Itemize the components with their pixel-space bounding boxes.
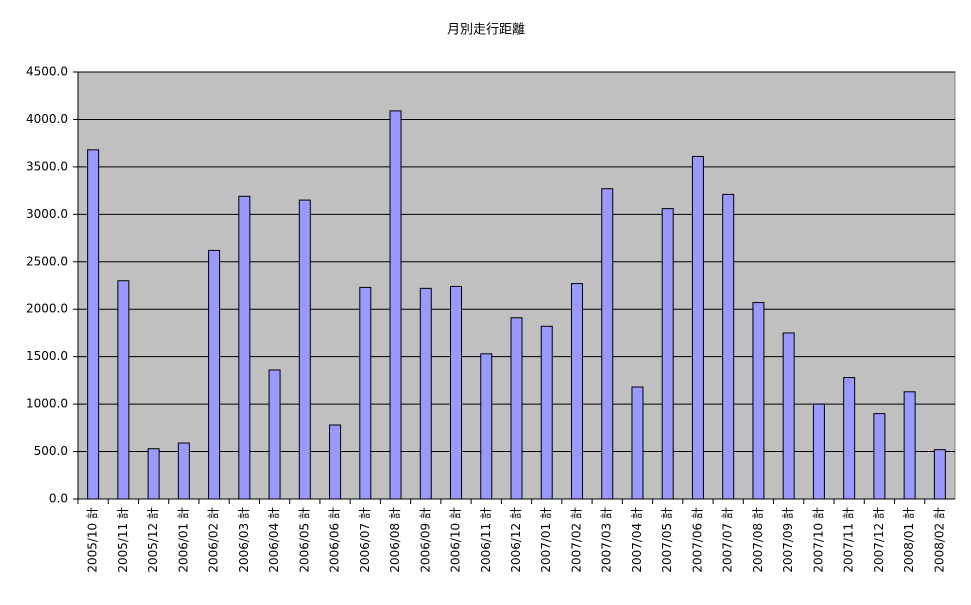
x-tick-label: 2007/11 計 [841, 507, 856, 573]
x-tick-label: 2007/12 計 [871, 507, 886, 573]
bar [298, 199, 311, 500]
y-tick-label: 500.0 [34, 444, 68, 458]
x-tick-label: 2007/04 計 [629, 507, 644, 573]
bar [177, 442, 190, 500]
bar [873, 413, 886, 500]
x-tick-label: 2007/05 計 [659, 507, 674, 573]
x-tick-label: 2006/11 計 [478, 507, 493, 573]
x-tick-label: 2007/01 計 [538, 507, 553, 573]
x-tick-label: 2006/05 計 [296, 507, 311, 573]
bar [903, 391, 916, 500]
x-tick-label: 2006/04 計 [266, 507, 281, 573]
y-tick-label: 3000.0 [26, 207, 68, 221]
x-tick-label: 2006/06 計 [327, 507, 342, 573]
bar [147, 448, 160, 500]
bar [510, 317, 523, 500]
x-tick-label: 2007/10 計 [810, 507, 825, 573]
y-tick-label: 1000.0 [26, 397, 68, 411]
x-tick-label: 2007/02 計 [568, 507, 583, 573]
bar [601, 188, 614, 500]
bar [389, 110, 402, 500]
x-tick-label: 2008/02 計 [931, 507, 946, 573]
bar [933, 449, 946, 500]
bar [359, 286, 372, 500]
x-tick-label: 2007/07 計 [720, 507, 735, 573]
x-tick-label: 2007/06 計 [689, 507, 704, 573]
x-tick-label: 2006/12 計 [508, 507, 523, 573]
x-tick-label: 2008/01 計 [901, 507, 916, 573]
bar [419, 287, 432, 500]
chart-title: 月別走行距離 [447, 23, 525, 38]
bar [208, 249, 221, 500]
y-tick-label: 3500.0 [26, 159, 68, 173]
bar [752, 302, 765, 500]
bar [631, 386, 644, 500]
x-tick-label: 2006/02 計 [206, 507, 221, 573]
x-tick-label: 2005/12 計 [145, 507, 160, 573]
bar [782, 332, 795, 500]
bar [691, 155, 704, 500]
x-tick-label: 2006/08 計 [387, 507, 402, 573]
y-tick-label: 2000.0 [26, 302, 68, 316]
bar [268, 369, 281, 500]
bar [117, 280, 130, 500]
bar [540, 325, 553, 500]
x-tick-label: 2005/10 計 [85, 507, 100, 573]
bar [450, 285, 463, 500]
bar [87, 149, 100, 500]
x-tick-label: 2006/09 計 [417, 507, 432, 573]
bar [843, 377, 856, 500]
bar [238, 195, 251, 500]
x-tick-label: 2007/08 計 [750, 507, 765, 573]
x-tick-label: 2006/03 計 [236, 507, 251, 573]
bar [722, 193, 735, 500]
x-tick-label: 2007/09 計 [780, 507, 795, 573]
x-tick-label: 2006/01 計 [175, 507, 190, 573]
y-tick-label: 4000.0 [26, 112, 68, 126]
y-tick-label: 2500.0 [26, 254, 68, 268]
x-tick-label: 2007/03 計 [599, 507, 614, 573]
y-tick-label: 4500.0 [26, 65, 68, 79]
x-tick-label: 2005/11 計 [115, 507, 130, 573]
x-tick-label: 2006/07 計 [357, 507, 372, 573]
bar [480, 353, 493, 500]
y-tick-label: 1500.0 [26, 349, 68, 363]
x-tick-label: 2006/10 計 [448, 507, 463, 573]
y-tick-label: 0.0 [49, 492, 68, 506]
bar [812, 403, 825, 500]
bar [661, 208, 674, 500]
bar [329, 424, 342, 500]
bar [570, 283, 583, 500]
